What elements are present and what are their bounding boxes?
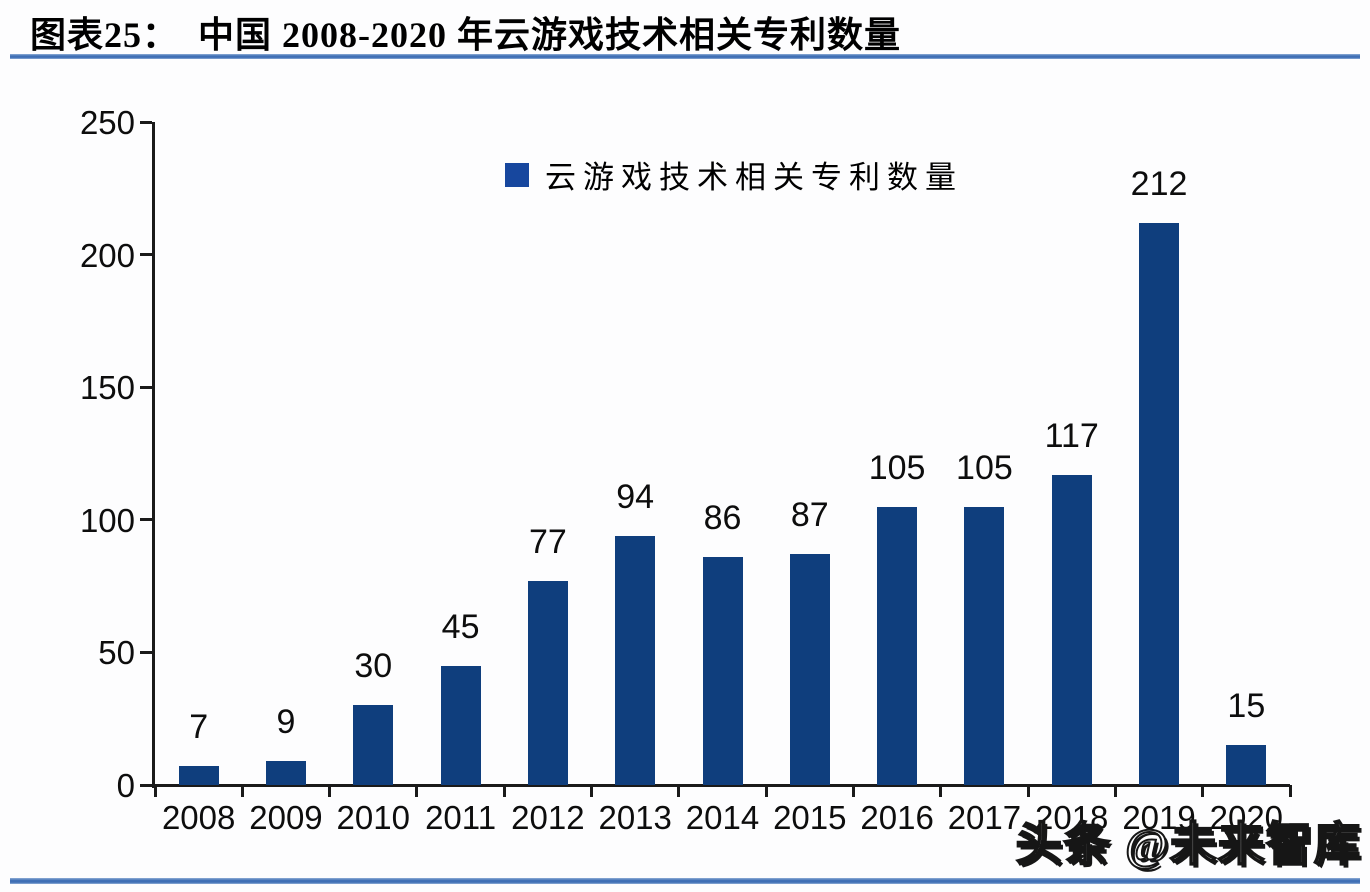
bar-2014 (702, 556, 743, 785)
y-axis-tick (140, 120, 152, 124)
x-axis-tick (1026, 785, 1030, 797)
bar-value-label: 212 (1130, 164, 1188, 203)
x-axis-tick-label: 2008 (161, 799, 236, 836)
x-axis-tick-label: 2016 (860, 799, 934, 836)
bar-value-label: 30 (354, 647, 393, 686)
bar-2009 (265, 761, 306, 785)
bar-value-label: 105 (868, 448, 926, 487)
x-axis-tick-label: 2012 (511, 799, 585, 836)
bar-2012 (527, 580, 568, 785)
x-axis-tick (415, 785, 419, 797)
bar-2013 (615, 535, 656, 785)
x-axis-tick-label: 2013 (598, 799, 672, 836)
y-axis-tick-label: 50 (98, 634, 135, 672)
x-axis-line (152, 784, 1290, 787)
x-axis-tick (1113, 785, 1117, 797)
bar-value-label: 94 (616, 477, 655, 516)
y-axis-tick-label: 250 (79, 104, 135, 141)
bar-2010 (353, 705, 394, 785)
bar-value-label: 45 (441, 607, 480, 646)
x-axis-tick (677, 785, 681, 797)
y-axis-line (152, 122, 155, 788)
bar-value-label: 105 (956, 448, 1013, 487)
y-axis-tick-label: 100 (79, 501, 135, 539)
legend-label: 云游戏技术相关专利数量 (545, 160, 963, 195)
bar-2019 (1139, 222, 1180, 785)
y-axis-tick (140, 783, 152, 787)
x-axis-tick (502, 785, 506, 797)
legend-swatch-icon (505, 162, 529, 187)
x-axis-tick (1201, 785, 1205, 797)
y-axis-tick (140, 650, 152, 654)
x-axis-tick (153, 785, 157, 797)
bar-value-label: 9 (276, 703, 296, 742)
x-axis-tick (764, 785, 768, 797)
figure-title: 图表25： 中国 2008-2020 年云游戏技术相关专利数量 (30, 15, 901, 55)
bar-2011 (440, 665, 481, 785)
watermark: 头条 @未来智库 (1015, 818, 1362, 871)
x-axis-tick (939, 785, 943, 797)
bar-value-label: 117 (1044, 416, 1099, 455)
x-axis-tick (328, 785, 332, 797)
bar-2017 (964, 506, 1005, 785)
bottom-border-line (10, 878, 1360, 884)
x-axis-tick (851, 785, 855, 797)
bar-2015 (789, 554, 830, 785)
x-axis-tick-label: 2020 (1209, 799, 1284, 836)
x-axis-tick-label: 2010 (336, 799, 410, 836)
x-axis-tick (590, 785, 594, 797)
y-axis-tick (140, 253, 152, 257)
bar-2016 (877, 506, 918, 785)
bar-value-label: 77 (528, 522, 567, 561)
x-axis-tick-label: 2015 (773, 799, 847, 836)
y-axis-tick-label: 200 (79, 236, 135, 274)
x-axis-tick-label: 2009 (249, 799, 323, 836)
bar-2018 (1051, 474, 1092, 785)
x-axis-tick-label: 2018 (1035, 799, 1109, 836)
x-axis-tick-label: 2011 (425, 799, 497, 836)
bar-value-label: 87 (790, 496, 829, 535)
bar-value-label: 7 (189, 708, 209, 747)
legend: 云游戏技术相关专利数量 (505, 152, 963, 197)
x-axis-tick-label: 2014 (685, 799, 760, 836)
x-axis-tick (1288, 785, 1292, 797)
y-axis-tick (140, 518, 152, 522)
y-axis-tick-label: 150 (79, 369, 135, 407)
x-axis-tick (240, 785, 244, 797)
title-underline (10, 54, 1360, 59)
x-axis-tick-label: 2019 (1122, 799, 1196, 836)
y-axis-tick-label: 0 (116, 767, 135, 804)
bar-2008 (178, 766, 219, 785)
bar-2020 (1226, 745, 1267, 785)
x-axis-tick-label: 2017 (947, 799, 1022, 836)
bar-value-label: 15 (1227, 687, 1266, 726)
bar-value-label: 86 (703, 498, 742, 537)
y-axis-tick (140, 385, 152, 389)
